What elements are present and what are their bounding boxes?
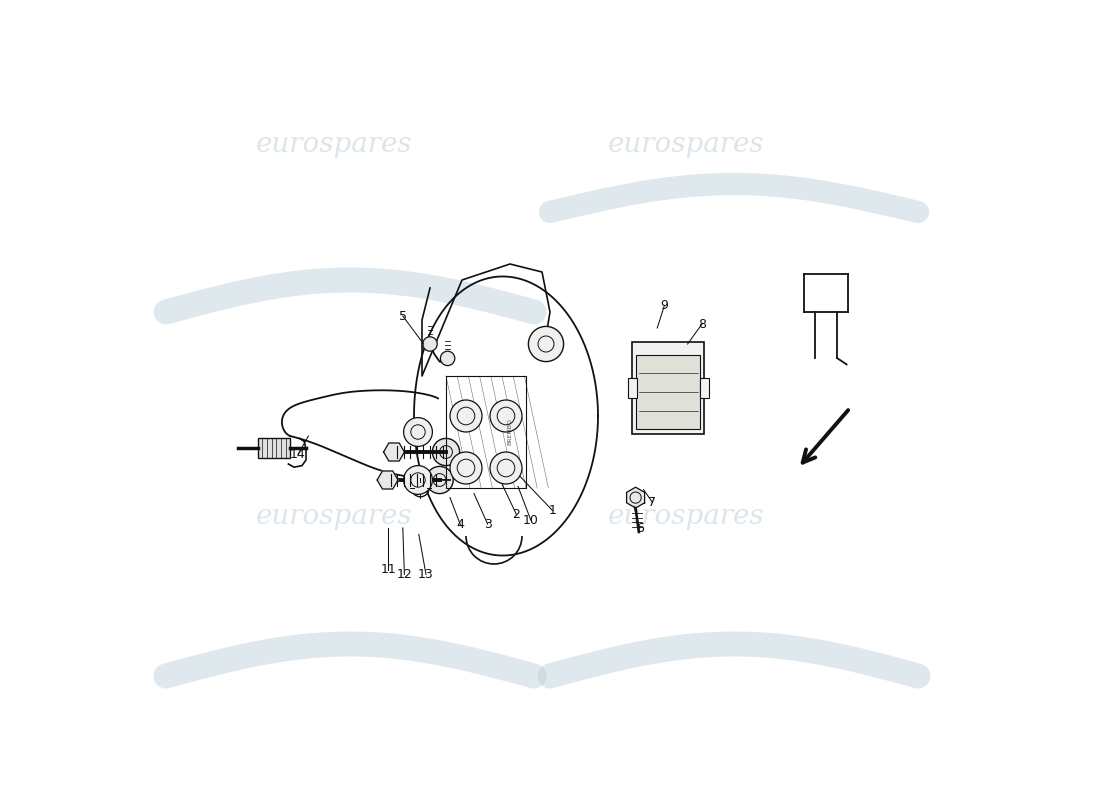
Text: 7: 7 [648,496,657,509]
Bar [632,342,704,434]
Polygon shape [377,471,398,489]
Circle shape [490,452,522,484]
Text: 1: 1 [549,504,557,517]
Text: 12: 12 [396,568,412,581]
Bar [258,438,290,458]
Circle shape [528,326,563,362]
Text: 13: 13 [418,568,433,581]
Circle shape [450,452,482,484]
Circle shape [404,418,432,446]
Text: 5: 5 [399,310,407,322]
Circle shape [440,351,454,366]
Circle shape [404,466,432,494]
Text: BREMBO: BREMBO [507,418,513,446]
Bar [637,355,701,429]
Text: eurospares: eurospares [607,502,764,530]
Text: 4: 4 [456,518,464,531]
Text: 14: 14 [290,448,306,461]
Text: 8: 8 [698,318,706,330]
Text: 9: 9 [660,299,669,312]
Text: 2: 2 [513,508,520,521]
Text: eurospares: eurospares [255,502,412,530]
Text: eurospares: eurospares [255,130,412,158]
Text: 3: 3 [484,518,492,530]
Text: 11: 11 [381,563,396,576]
Bar [628,378,637,398]
Text: eurospares: eurospares [607,130,764,158]
Circle shape [426,466,453,494]
Polygon shape [627,487,645,508]
Polygon shape [384,443,405,461]
Text: 10: 10 [522,514,539,526]
Circle shape [432,438,460,466]
Text: 6: 6 [636,522,644,534]
Circle shape [422,337,437,351]
Bar [700,378,710,398]
Circle shape [490,400,522,432]
Circle shape [450,400,482,432]
